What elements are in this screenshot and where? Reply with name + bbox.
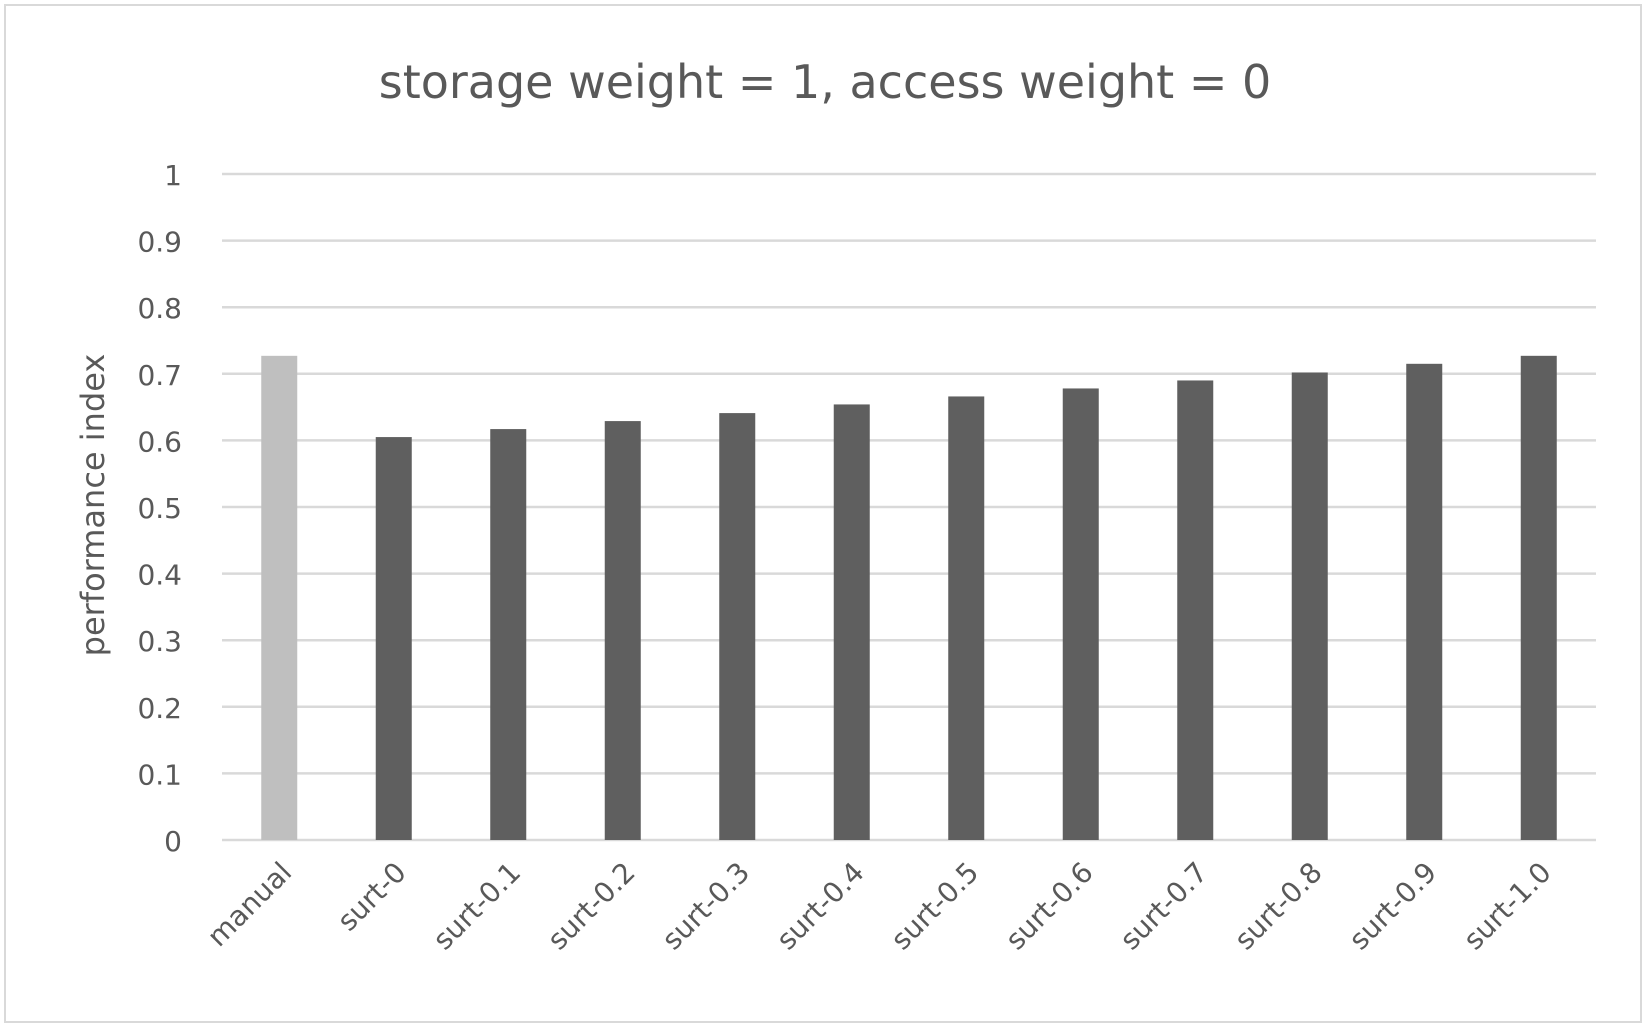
- y-axis-label: performance index: [74, 354, 112, 657]
- x-category-label: surt-0.4: [770, 856, 871, 957]
- x-category-label: surt-1.0: [1457, 856, 1558, 957]
- y-tick-label: 0.7: [137, 359, 182, 392]
- bar-surt-0: [375, 437, 412, 840]
- chart-title: storage weight = 1, access weight = 0: [379, 55, 1272, 109]
- y-tick-label: 0.1: [137, 758, 182, 791]
- bar-surt-0.6: [1062, 388, 1099, 840]
- bar-surt-0.4: [833, 404, 870, 840]
- bar-surt-0.2: [604, 421, 641, 840]
- y-tick-label: 0.2: [137, 692, 182, 725]
- y-tick-label: 0.4: [137, 559, 182, 592]
- x-category-label: surt-0.7: [1113, 856, 1214, 957]
- x-category-label: surt-0.3: [655, 856, 756, 957]
- y-tick-label: 1: [164, 159, 182, 192]
- x-category-label: manual: [201, 856, 298, 953]
- x-category-label: surt-0.6: [999, 856, 1100, 957]
- y-tick-label: 0: [164, 825, 182, 858]
- y-tick-label: 0.3: [137, 625, 182, 658]
- bar-surt-0.3: [719, 413, 756, 840]
- x-category-label: surt-0.5: [884, 856, 985, 957]
- y-tick-label: 0.5: [137, 492, 182, 525]
- y-axis-ticks: 0 0.1 0.2 0.3 0.4 0.5 0.6 0.7 0.8 0.9 1: [137, 159, 182, 858]
- x-category-label: surt-0.9: [1342, 856, 1443, 957]
- x-category-label: surt-0.8: [1228, 856, 1329, 957]
- x-axis-categories: manual surt-0 surt-0.1 surt-0.2 surt-0.3 surt…: [201, 856, 1558, 957]
- y-tick-label: 0.9: [137, 226, 182, 259]
- bar-surt-0.5: [948, 396, 985, 840]
- gridlines: [222, 172, 1596, 842]
- bar-surt-1.0: [1520, 355, 1557, 840]
- y-tick-label: 0.6: [137, 425, 182, 458]
- bar-surt-0.7: [1177, 380, 1214, 840]
- x-category-label: surt-0.2: [541, 856, 642, 957]
- bar-surt-0.9: [1406, 363, 1443, 840]
- y-tick-label: 0.8: [137, 292, 182, 325]
- x-category-label: surt-0.1: [426, 856, 527, 957]
- x-category-label: surt-0: [331, 856, 413, 938]
- bars: [261, 355, 1557, 840]
- bar-surt-0.8: [1291, 372, 1328, 840]
- bar-manual: [261, 355, 298, 840]
- bar-surt-0.1: [490, 429, 527, 840]
